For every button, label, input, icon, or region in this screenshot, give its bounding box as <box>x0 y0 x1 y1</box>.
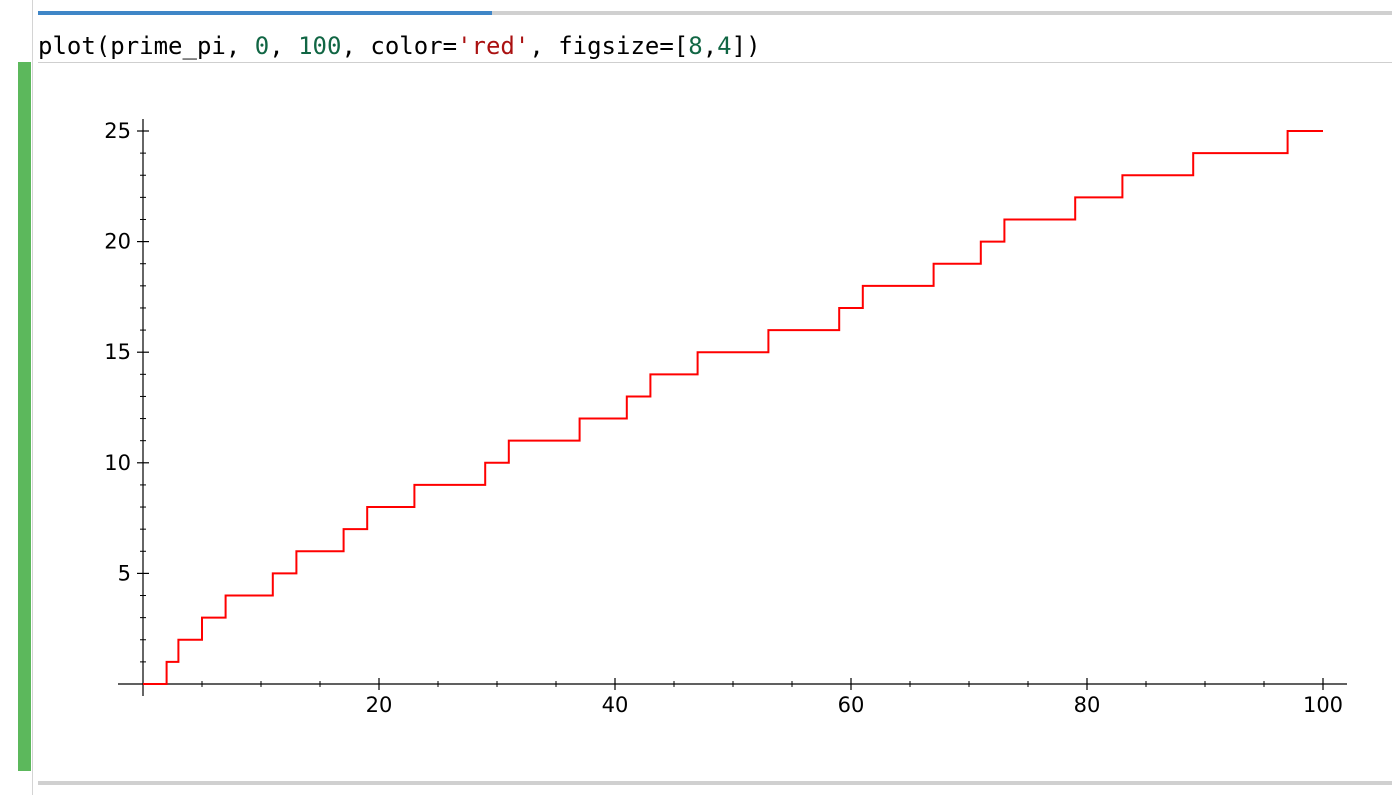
y-tick-label: 25 <box>104 119 131 143</box>
x-tick-label: 100 <box>1303 693 1343 717</box>
evaluation-progress-fill <box>38 11 492 15</box>
cell-bottom-rule <box>38 781 1392 785</box>
code-token: 4 <box>717 32 732 60</box>
y-tick-label: 5 <box>118 561 131 585</box>
code-line[interactable]: plot(prime_pi, 0, 100, color='red', figs… <box>38 32 761 60</box>
y-tick-label: 20 <box>104 230 131 254</box>
code-input-cell[interactable]: plot(prime_pi, 0, 100, color='red', figs… <box>38 24 1392 63</box>
code-token: plot(prime_pi, <box>38 32 255 60</box>
output-area: 20 40 60 80 100 5 10 15 20 25 <box>38 62 1392 772</box>
y-tick-label: 15 <box>104 340 131 364</box>
prime-pi-plot: 20 40 60 80 100 5 10 15 20 25 <box>104 119 1347 717</box>
output-indicator-bar <box>18 62 31 771</box>
code-token: , figsize=[ <box>529 32 689 60</box>
y-tick-label: 10 <box>104 451 131 475</box>
code-token: , color= <box>341 32 458 60</box>
code-token: , <box>269 32 299 60</box>
x-tick-label: 40 <box>602 693 629 717</box>
x-tick-label: 60 <box>838 693 865 717</box>
code-token: 8 <box>688 32 703 60</box>
code-token: 0 <box>254 32 270 60</box>
code-token: 100 <box>298 32 342 60</box>
code-token: 'red' <box>457 32 530 60</box>
x-tick-label: 20 <box>366 693 393 717</box>
x-tick-label: 80 <box>1074 693 1101 717</box>
code-token: , <box>702 32 718 60</box>
evaluation-progress-bar <box>38 11 1392 15</box>
prime-pi-step-line <box>143 130 1323 685</box>
cell-gutter-line <box>32 0 33 795</box>
code-token: ]) <box>731 32 761 60</box>
